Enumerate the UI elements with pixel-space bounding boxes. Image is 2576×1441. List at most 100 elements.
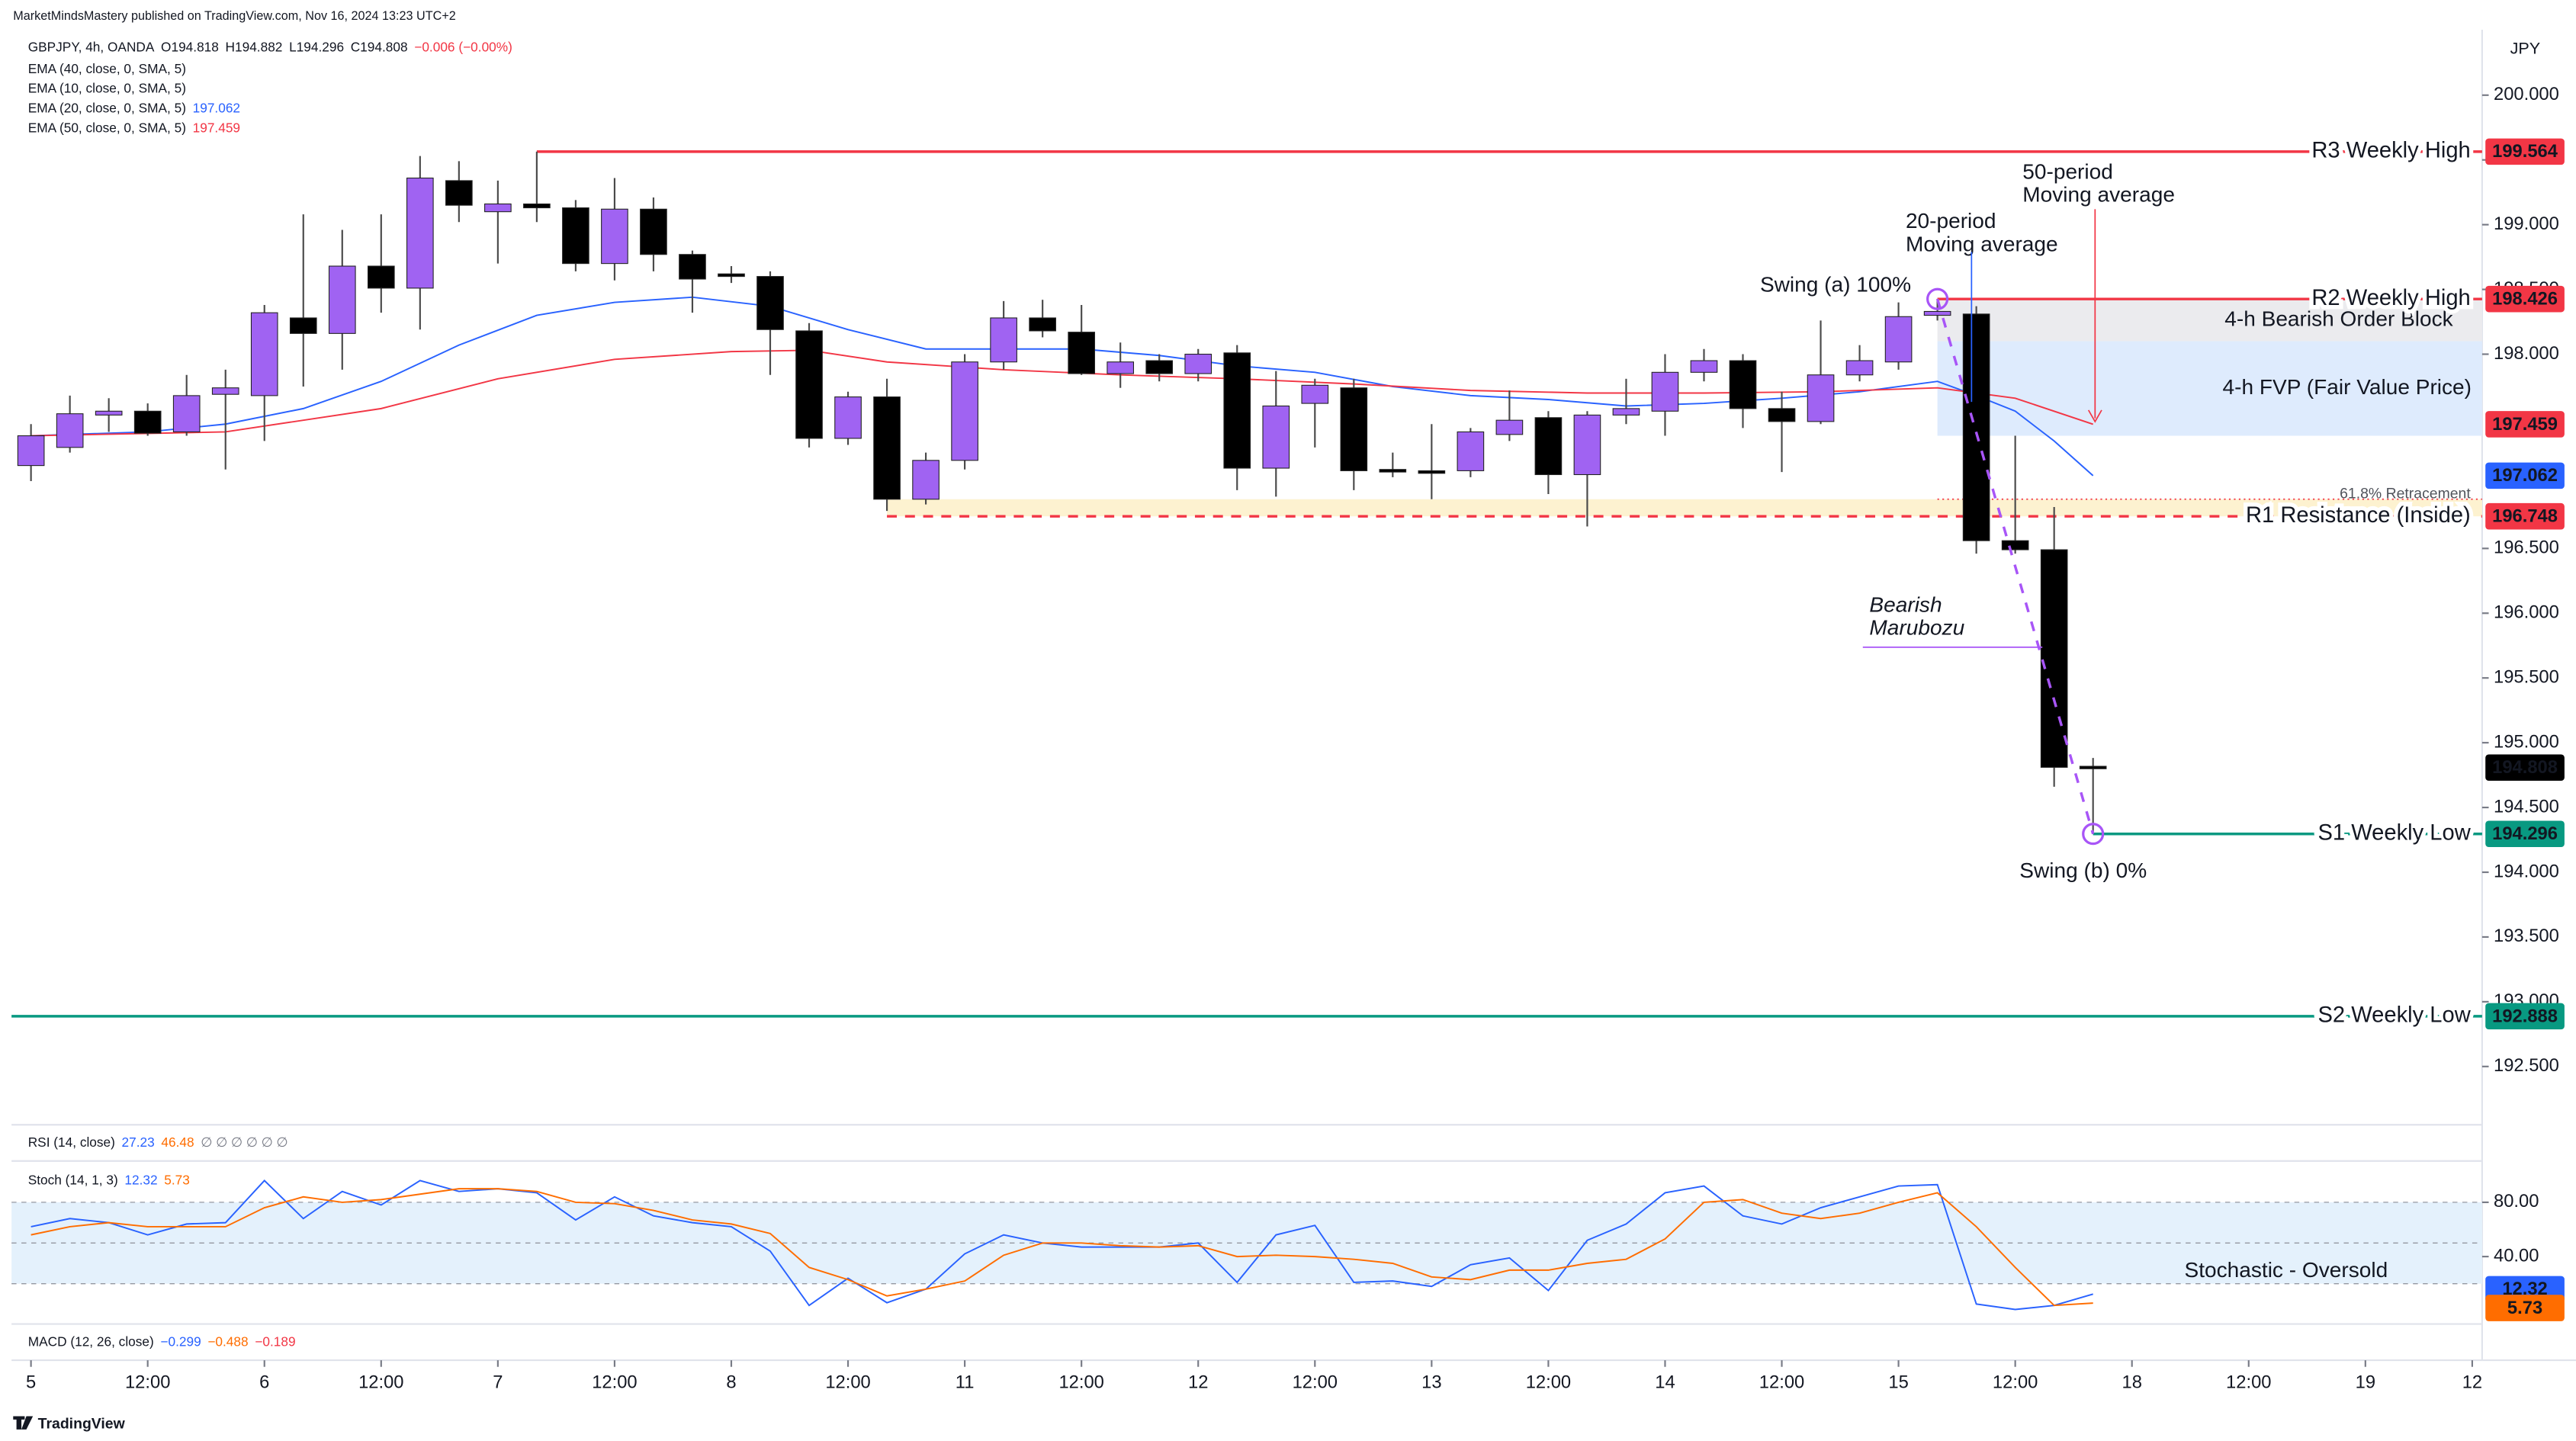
y-tick-label: 196.500 bbox=[2494, 538, 2559, 558]
ema-price-tag-bg bbox=[2485, 462, 2565, 489]
y-tick-label: 194.000 bbox=[2494, 861, 2559, 881]
candle-body bbox=[756, 276, 784, 330]
candle-body bbox=[1729, 360, 1757, 409]
level-price-tag-bg bbox=[2485, 1003, 2565, 1030]
candle-body bbox=[1884, 316, 1913, 363]
x-tick-label: 12:00 bbox=[358, 1372, 403, 1393]
candle-body bbox=[1301, 384, 1329, 404]
macd-value: −0.299 bbox=[160, 1333, 201, 1349]
candle-body bbox=[1145, 360, 1174, 374]
stoch-value: 12.32 bbox=[124, 1172, 157, 1187]
candle-body bbox=[1379, 469, 1407, 473]
candle-body bbox=[2040, 549, 2068, 768]
stoch-value: 5.73 bbox=[164, 1172, 190, 1187]
x-tick-label: 12:00 bbox=[1526, 1372, 1571, 1393]
candle-body bbox=[795, 330, 823, 439]
x-tick-label: 12:00 bbox=[825, 1372, 870, 1393]
candle-body bbox=[523, 203, 551, 209]
candle-body bbox=[1068, 332, 1095, 374]
rsi-value: 46.48 bbox=[161, 1135, 194, 1150]
level-price-tag-bg bbox=[2485, 138, 2565, 165]
y-tick-label: 200.000 bbox=[2494, 84, 2559, 104]
candle-body bbox=[1690, 360, 1718, 373]
x-tick-label: 12:00 bbox=[1759, 1372, 1804, 1393]
candle-body bbox=[718, 273, 745, 278]
x-tick-label: 5 bbox=[26, 1372, 36, 1393]
y-tick-label: 193.500 bbox=[2494, 926, 2559, 946]
candle-body bbox=[1223, 352, 1251, 469]
candle-body bbox=[1807, 374, 1835, 422]
candle-body bbox=[1962, 313, 1990, 541]
macd-title: MACD (12, 26, close) bbox=[28, 1333, 154, 1349]
level-label: R3 Weekly High bbox=[2311, 139, 2470, 163]
x-tick-label: 12:00 bbox=[2226, 1372, 2271, 1393]
stoch-line bbox=[31, 1179, 2093, 1311]
stoch-title: Stoch (14, 1, 3) bbox=[28, 1172, 118, 1187]
x-tick-label: 14 bbox=[1655, 1372, 1675, 1393]
x-tick-label: 12 bbox=[2462, 1372, 2482, 1393]
ema-price-tag: 197.459 bbox=[2492, 414, 2558, 435]
rsi-extra: ∅ ∅ ∅ ∅ ∅ ∅ bbox=[201, 1135, 287, 1150]
y-tick-label: 192.500 bbox=[2494, 1055, 2559, 1076]
y-tick-label: 194.500 bbox=[2494, 796, 2559, 817]
legend-name: EMA (50, close, 0, SMA, 5) bbox=[28, 120, 186, 135]
legend-line: EMA (20, close, 0, SMA, 5) 197.062 bbox=[28, 100, 240, 115]
ma20-note: 20-period bbox=[1906, 209, 1996, 233]
ma20-note: Moving average bbox=[1906, 232, 2058, 255]
level-price-tag: 198.426 bbox=[2492, 289, 2558, 310]
swing-connector bbox=[1935, 298, 2095, 835]
swing-label: Swing (b) 0% bbox=[2019, 859, 2147, 882]
indicator-name: EMA (10, close, 0, SMA, 5) bbox=[28, 80, 186, 95]
marubozu-note: Bearish bbox=[1869, 592, 1942, 616]
rsi-title: RSI (14, close) bbox=[28, 1135, 115, 1150]
x-tick-label: 12:00 bbox=[1293, 1372, 1338, 1393]
level-price-tag-bg bbox=[2485, 502, 2565, 530]
x-tick-label: 12 bbox=[1188, 1372, 1208, 1393]
footer: TradingView bbox=[38, 1415, 126, 1432]
candle-body bbox=[990, 317, 1017, 363]
candle-body bbox=[133, 410, 162, 434]
candle-body bbox=[445, 180, 473, 206]
x-tick-label: 6 bbox=[259, 1372, 269, 1393]
zone-label: 4-h Bearish Order Block bbox=[2224, 306, 2453, 330]
legend-line: EMA (50, close, 0, SMA, 5) 197.459 bbox=[28, 120, 240, 135]
y-tick-label: 198.000 bbox=[2494, 343, 2559, 364]
x-tick-label: 7 bbox=[493, 1372, 503, 1393]
candle-body bbox=[1534, 417, 1563, 476]
x-tick-label: 11 bbox=[956, 1372, 975, 1393]
undefined: GBPJPY, 4h, OANDA bbox=[28, 39, 155, 54]
candle-body bbox=[211, 387, 239, 395]
level-label: S2 Weekly Low bbox=[2317, 1003, 2471, 1028]
candle-body bbox=[873, 396, 901, 500]
candle-body bbox=[2001, 540, 2029, 550]
candle-body bbox=[1107, 361, 1135, 374]
candle-body bbox=[1573, 414, 1601, 476]
swing-point bbox=[2082, 823, 2105, 846]
ma50-note: 50-period bbox=[2022, 159, 2113, 183]
indicator-name: EMA (40, close, 0, SMA, 5) bbox=[28, 60, 186, 75]
x-tick-label: 8 bbox=[726, 1372, 736, 1393]
swing-label: Swing (a) 100% bbox=[1760, 272, 1911, 296]
stoch-band-label: Stochastic - Oversold bbox=[2185, 1258, 2388, 1282]
candle-body bbox=[1418, 470, 1446, 474]
publisher: MarketMindsMastery published on TradingV… bbox=[13, 9, 456, 23]
currency: JPY bbox=[2510, 39, 2541, 58]
candle-body bbox=[912, 460, 940, 500]
y-tick-label: 195.500 bbox=[2494, 666, 2559, 687]
candle-body bbox=[951, 361, 978, 461]
y-tick-label: 196.000 bbox=[2494, 602, 2559, 623]
x-tick-label: 12:00 bbox=[125, 1372, 170, 1393]
stoch-line bbox=[31, 1188, 2093, 1307]
level-label: S1 Weekly Low bbox=[2317, 820, 2471, 845]
legend-line: EMA (10, close, 0, SMA, 5) bbox=[28, 80, 186, 95]
last-price-tag: 194.808 bbox=[2492, 757, 2558, 778]
level-price-tag-bg bbox=[2485, 820, 2565, 847]
legend-line: MACD (12, 26, close) −0.299 −0.488 −0.189 bbox=[28, 1333, 296, 1349]
y-tick-label: 199.000 bbox=[2494, 213, 2559, 234]
candle-body bbox=[289, 317, 317, 334]
candle-body bbox=[679, 254, 706, 280]
level-price-tag: 192.888 bbox=[2492, 1006, 2558, 1026]
candle-body bbox=[406, 177, 434, 289]
